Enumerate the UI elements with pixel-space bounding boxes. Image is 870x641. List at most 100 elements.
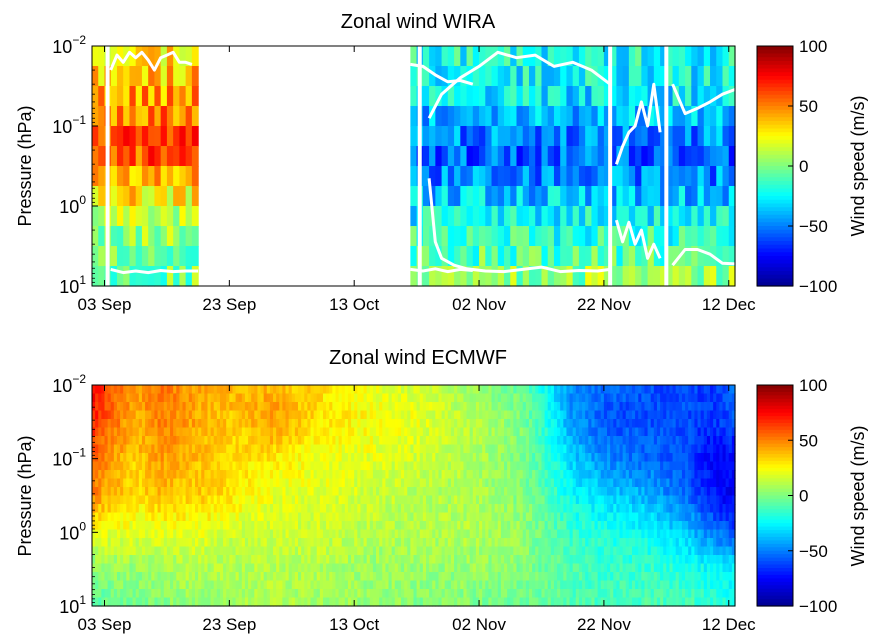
ecmwf-heatmap-cell bbox=[145, 597, 149, 607]
ecmwf-heatmap-cell bbox=[391, 504, 396, 514]
ecmwf-heatmap-cell bbox=[494, 487, 499, 497]
wira-heatmap-cell bbox=[541, 66, 549, 87]
ecmwf-heatmap-cell bbox=[466, 453, 471, 463]
wira-heatmap-cell bbox=[660, 226, 667, 247]
ecmwf-heatmap-cell bbox=[338, 393, 343, 403]
ecmwf-heatmap-cell bbox=[485, 436, 490, 446]
ecmwf-heatmap-cell bbox=[525, 597, 530, 607]
ecmwf-heatmap-cell bbox=[216, 521, 221, 531]
wira-heatmap-cell bbox=[647, 226, 655, 247]
ecmwf-heatmap-cell bbox=[110, 563, 115, 573]
ecmwf-heatmap-cell bbox=[148, 572, 152, 582]
ecmwf-heatmap-cell bbox=[557, 427, 561, 437]
ecmwf-heatmap-cell bbox=[341, 504, 346, 514]
ecmwf-heatmap-cell bbox=[485, 563, 490, 573]
ecmwf-heatmap-cell bbox=[425, 529, 430, 539]
ecmwf-heatmap-cell bbox=[482, 546, 486, 556]
ecmwf-heatmap-cell bbox=[257, 563, 262, 573]
ecmwf-heatmap-cell bbox=[482, 453, 486, 463]
ecmwf-heatmap-cell bbox=[235, 444, 240, 454]
wira-heatmap-cell bbox=[166, 266, 174, 287]
ecmwf-heatmap-cell bbox=[229, 419, 234, 429]
ecmwf-heatmap-cell bbox=[179, 538, 184, 548]
ecmwf-heatmap-cell bbox=[444, 478, 449, 488]
ecmwf-heatmap-cell bbox=[372, 580, 377, 590]
ecmwf-heatmap-cell bbox=[123, 580, 127, 590]
ecmwf-heatmap-cell bbox=[497, 572, 502, 582]
ecmwf-heatmap-cell bbox=[248, 563, 252, 573]
ecmwf-heatmap-cell bbox=[163, 478, 168, 488]
ecmwf-heatmap-cell bbox=[457, 495, 461, 505]
ecmwf-heatmap-cell bbox=[560, 393, 564, 403]
wira-heatmap-cell bbox=[141, 186, 149, 207]
ecmwf-heatmap-cell bbox=[413, 385, 418, 395]
ecmwf-heatmap-cell bbox=[95, 453, 99, 463]
wira-heatmap-cell bbox=[141, 226, 149, 247]
ecmwf-heatmap-cell bbox=[304, 597, 308, 607]
ecmwf-heatmap-cell bbox=[538, 589, 543, 599]
ecmwf-heatmap-cell bbox=[572, 402, 577, 412]
ecmwf-heatmap-cell bbox=[475, 402, 480, 412]
ecmwf-heatmap-cell bbox=[138, 402, 143, 412]
ecmwf-heatmap-cell bbox=[488, 453, 493, 463]
ecmwf-heatmap-cell bbox=[475, 436, 480, 446]
ecmwf-heatmap-cell bbox=[310, 436, 315, 446]
ecmwf-heatmap-cell bbox=[432, 546, 436, 556]
ecmwf-heatmap-cell bbox=[207, 495, 212, 505]
ecmwf-heatmap-cell bbox=[179, 419, 184, 429]
ecmwf-heatmap-cell bbox=[416, 402, 421, 412]
wira-heatmap-cell bbox=[678, 186, 686, 207]
wira-heatmap-cell bbox=[703, 166, 711, 187]
wira-heatmap-cell bbox=[528, 66, 536, 87]
ecmwf-heatmap-cell bbox=[541, 470, 546, 480]
ecmwf-heatmap-cell bbox=[101, 478, 106, 488]
wira-heatmap-cell bbox=[566, 126, 574, 147]
ecmwf-heatmap-cell bbox=[444, 521, 449, 531]
ecmwf-heatmap-cell bbox=[519, 546, 524, 556]
ecmwf-heatmap-cell bbox=[376, 410, 380, 420]
ecmwf-heatmap-cell bbox=[329, 504, 333, 514]
ecmwf-heatmap-cell bbox=[251, 385, 255, 395]
ecmwf-heatmap-cell bbox=[407, 478, 411, 488]
ecmwf-heatmap-cell bbox=[494, 453, 499, 463]
ecmwf-heatmap-cell bbox=[316, 504, 321, 514]
ecmwf-heatmap-cell bbox=[238, 495, 243, 505]
ecmwf-heatmap-cell bbox=[363, 410, 368, 420]
ecmwf-heatmap-cell bbox=[138, 563, 143, 573]
ecmwf-heatmap-cell bbox=[276, 597, 280, 607]
wira-heatmap-cell bbox=[129, 186, 137, 207]
ecmwf-heatmap-cell bbox=[366, 436, 371, 446]
ecmwf-heatmap-cell bbox=[557, 402, 561, 412]
ecmwf-heatmap-cell bbox=[307, 546, 312, 556]
ecmwf-heatmap-cell bbox=[422, 478, 427, 488]
wira-heatmap-cell bbox=[123, 206, 131, 227]
ecmwf-heatmap-cell bbox=[385, 589, 390, 599]
wira-heatmap-cell bbox=[547, 246, 555, 267]
wira-heatmap-cell bbox=[528, 266, 536, 287]
ecmwf-heatmap-cell bbox=[269, 444, 274, 454]
ecmwf-heatmap-cell bbox=[98, 504, 102, 514]
ecmwf-heatmap-cell bbox=[257, 580, 262, 590]
wira-heatmap-cell bbox=[135, 126, 143, 147]
ecmwf-heatmap-cell bbox=[326, 504, 330, 514]
wira-heatmap-cell bbox=[678, 246, 686, 267]
ecmwf-heatmap-cell bbox=[397, 444, 402, 454]
ecmwf-heatmap-cell bbox=[145, 504, 149, 514]
ecmwf-heatmap-cell bbox=[382, 385, 387, 395]
ecmwf-heatmap-cell bbox=[166, 597, 171, 607]
ecmwf-heatmap-cell bbox=[301, 470, 305, 480]
ecmwf-heatmap-cell bbox=[522, 436, 527, 446]
ecmwf-heatmap-cell bbox=[525, 589, 530, 599]
ecmwf-heatmap-cell bbox=[92, 495, 96, 505]
ecmwf-heatmap-cell bbox=[472, 385, 477, 395]
ecmwf-heatmap-cell bbox=[519, 436, 524, 446]
ecmwf-heatmap-cell bbox=[282, 495, 287, 505]
ecmwf-heatmap-cell bbox=[235, 504, 240, 514]
wira-heatmap-cell bbox=[497, 186, 505, 207]
ecmwf-heatmap-cell bbox=[110, 436, 115, 446]
ecmwf-heatmap-cell bbox=[541, 546, 546, 556]
wira-heatmap-cell bbox=[497, 206, 505, 227]
wira-colorbar-swatch bbox=[757, 214, 793, 220]
ecmwf-heatmap-cell bbox=[435, 580, 440, 590]
ecmwf-heatmap-cell bbox=[497, 453, 502, 463]
